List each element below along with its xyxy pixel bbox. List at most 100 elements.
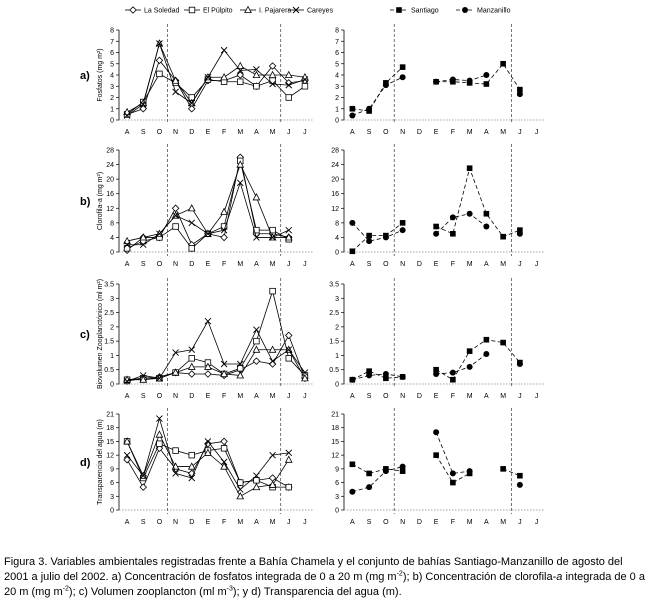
series-line: [435, 166, 521, 238]
data-point: [236, 61, 245, 69]
x-tick-label: M: [270, 393, 276, 400]
y-tick-label: 8: [110, 28, 114, 35]
data-point: [269, 80, 276, 88]
data-point: [139, 483, 148, 491]
data-point: [483, 223, 490, 230]
data-point: [172, 223, 179, 230]
x-tick-label: F: [222, 519, 226, 526]
data-point: [123, 245, 131, 252]
data-point: [284, 70, 293, 78]
x-tick-label: O: [383, 261, 389, 268]
y-tick-label: 12: [331, 206, 339, 213]
data-point: [450, 376, 456, 383]
y-tick-label: 0: [335, 508, 339, 515]
data-point: [220, 72, 228, 81]
x-tick-label: F: [451, 261, 455, 268]
figure-caption: Figura 3. Variables ambientales registra…: [4, 556, 645, 598]
series-la-soledad: [123, 153, 293, 254]
y-tick-label: 6: [110, 480, 114, 487]
data-point: [252, 193, 261, 201]
legend-label: Santiago: [411, 8, 439, 15]
x-tick-label: D: [189, 393, 194, 400]
y-tick-label: 1: [110, 353, 114, 360]
data-point: [188, 451, 195, 459]
data-point: [172, 470, 179, 477]
x-tick-label: J: [303, 393, 307, 400]
data-point: [171, 76, 180, 84]
y-axis-label: Fosfatos (mg m²): [97, 48, 104, 101]
y-tick-label: 2.5: [329, 310, 339, 317]
y-tick-label: 0.5: [104, 367, 114, 374]
x-tick-label: D: [417, 393, 422, 400]
y-tick-label: 1: [335, 106, 339, 113]
y-tick-label: 3: [335, 84, 339, 91]
series-line: [435, 454, 470, 484]
data-point: [123, 451, 131, 459]
x-tick-label: M: [270, 519, 276, 526]
y-tick-label: 20: [106, 177, 114, 184]
data-point: [433, 452, 439, 458]
data-point: [500, 60, 506, 67]
series-line: [352, 466, 403, 493]
data-point: [220, 462, 228, 470]
series-i-pajarera: [123, 160, 293, 245]
x-tick-label: N: [400, 129, 405, 136]
y-tick-label: 3: [110, 494, 114, 501]
y-tick-label: 24: [106, 162, 114, 169]
y-tick-label: 3.5: [104, 282, 114, 289]
data-point: [220, 226, 228, 234]
y-tick-label: 8: [335, 28, 339, 35]
x-tick-label: A: [484, 393, 489, 400]
data-point: [252, 70, 261, 78]
y-tick-label: 20: [331, 177, 339, 184]
data-point: [188, 219, 196, 227]
y-tick-label: 0: [110, 118, 114, 125]
data-point: [269, 234, 276, 241]
x-tick-label: M: [467, 393, 473, 400]
data-point: [268, 62, 277, 70]
series-line: [126, 42, 306, 116]
x-tick-label: J: [518, 393, 522, 400]
x-tick-label: M: [237, 393, 243, 400]
x-tick-label: A: [125, 519, 130, 526]
data-point: [433, 366, 439, 373]
series-line: [436, 353, 487, 375]
series-careyes: [123, 317, 309, 385]
data-point: [188, 346, 196, 354]
legend-label: I. Pajarera: [259, 8, 291, 15]
y-tick-label: 9: [335, 466, 339, 473]
x-tick-label: A: [484, 129, 489, 136]
y-tick-label: 1: [110, 106, 114, 113]
y-tick-label: 6: [335, 480, 339, 487]
data-point: [187, 104, 196, 113]
data-point: [237, 78, 244, 85]
series-line: [352, 222, 403, 252]
x-tick-label: J: [535, 261, 539, 268]
y-axis-label: Transparencia del agua (m): [97, 419, 104, 505]
series-line: [435, 432, 470, 474]
data-point: [301, 76, 309, 83]
data-point: [517, 472, 523, 479]
data-point: [284, 455, 293, 463]
x-tick-label: F: [222, 261, 226, 268]
x-tick-label: F: [451, 519, 455, 526]
x-tick-label: J: [535, 129, 539, 136]
data-point: [500, 339, 506, 346]
data-point: [382, 468, 389, 475]
data-point: [366, 232, 372, 239]
x-tick-label: J: [303, 261, 307, 268]
data-point: [236, 492, 245, 500]
y-tick-label: 7: [335, 39, 339, 46]
y-tick-label: 21: [106, 412, 114, 419]
x-tick-label: S: [141, 519, 146, 526]
y-tick-label: 0: [335, 250, 339, 257]
data-point: [204, 438, 212, 445]
legend-marker: [462, 7, 468, 13]
data-point: [220, 437, 228, 446]
data-point: [139, 100, 147, 108]
series-line: [352, 66, 403, 112]
x-tick-label: E: [206, 129, 211, 136]
series-line: [352, 370, 403, 381]
x-tick-label: M: [237, 519, 243, 526]
